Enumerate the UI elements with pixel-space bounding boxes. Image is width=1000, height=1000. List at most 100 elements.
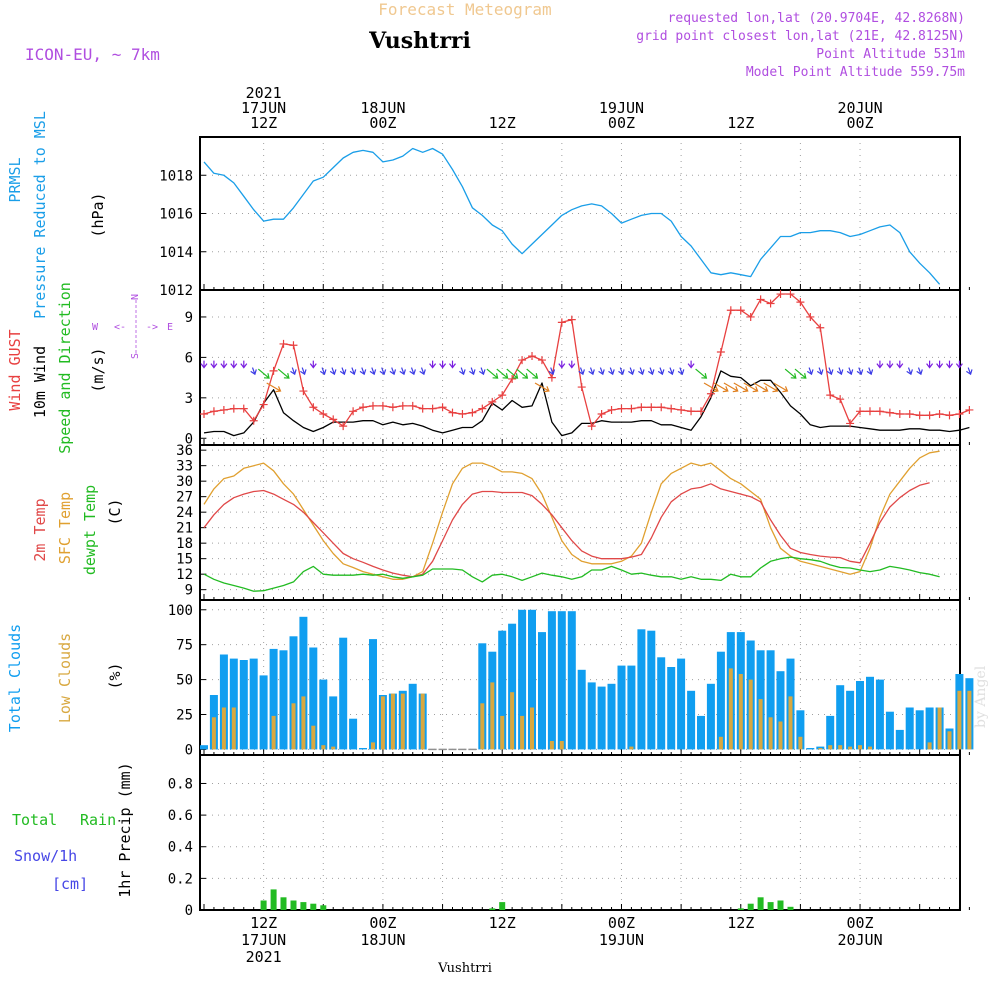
total-cloud-bar [597,686,606,750]
wind-direction-arrow [578,367,585,376]
wind-direction-arrow [926,360,934,369]
wind-direction-arrow [955,360,963,369]
low-cloud-bar [927,742,932,750]
gust-marker [637,403,646,412]
gust-marker [587,422,596,431]
wind-direction-arrow [876,360,884,369]
y-tick-label: 9 [185,583,193,599]
y-tick-label: 27 [176,490,193,506]
total-cloud-bar [856,681,864,750]
wind-direction-arrow [763,382,779,393]
total-cloud-bar [498,630,507,750]
total-cloud-bar [706,683,715,750]
wind-direction-arrow [389,367,397,376]
y-tick-label: 3 [185,391,193,407]
footer-location: Vushtrri [437,961,492,976]
wind-direction-arrow [836,367,844,376]
gust-marker [766,299,775,308]
compass-arrow-e: -> [146,322,158,333]
gust-marker [697,407,705,416]
precip-ylabel: 1hr Precip (mm) [116,762,134,897]
low-cloud-bar [291,703,296,750]
wind-line [203,370,970,437]
total-cloud-bar [518,609,527,750]
bottom-axis-label: 18JUN [360,931,405,949]
total-cloud-bar [229,658,238,750]
wind-direction-arrow [886,360,894,369]
low-cloud-bar [738,674,743,750]
top-axis-label: 00Z [608,114,635,132]
wind-direction-arrow [506,368,519,379]
total-cloud-bar [697,715,705,750]
pressure-panel: 1012 1014 1016 1018 PRMSL Pressure Reduced to… [6,111,970,319]
wind-direction-arrow [638,367,645,376]
bottom-axis-label: 12Z [250,914,277,932]
low-cloud-bar [748,679,753,750]
gust-marker [726,306,735,315]
total-cloud-bar [408,683,417,750]
wind-direction-arrow [946,360,953,369]
total-cloud-bar [538,632,546,750]
wind-direction-arrow [558,360,566,369]
bottom-axis-label: 12Z [727,914,754,932]
total-cloud-bar [239,660,248,750]
total-cloud-bar [567,611,576,750]
wind-direction-arrow [419,367,426,376]
gust-marker [547,373,556,382]
panel-border [199,754,961,911]
y-tick-label: 0 [185,742,193,758]
total-cloud-bar [587,682,596,750]
rain-bar [270,889,277,910]
bottom-axis-label: 19JUN [599,931,644,949]
compass-n: N [130,294,141,300]
total-cloud-bar [617,665,626,750]
total-cloud-bar [866,676,874,750]
total-cloud-bar [647,630,656,750]
wind-direction-arrow [399,367,406,376]
wind-direction-arrow [628,367,635,376]
legend-total: Total [12,811,57,829]
low-cloud-bar [331,746,336,750]
wind-direction-arrow [806,367,814,376]
total-cloud-bar [895,729,904,750]
low-cloud-bar [221,707,226,750]
total-cloud-bar [219,654,228,750]
total-cloud-bar [279,650,288,750]
low-cloud-bar [420,693,425,750]
low-cloud-bar [530,707,534,750]
total-cloud-bar [915,710,924,750]
bottom-axis-label: 00Z [846,914,873,932]
low-cloud-bar [858,745,862,750]
low-cloud-bar [768,717,773,750]
total-cloud-bar [766,650,775,750]
gust-marker [458,410,467,418]
wind-direction-arrow [743,382,759,393]
gust-marker [319,410,328,418]
top-axis-label: 00Z [846,114,873,132]
gust-marker [518,356,527,365]
gust-marker [597,410,606,418]
wind-direction-arrow [695,368,708,379]
low-cloud-bar [549,741,554,750]
legend-2m-temp: 2m Temp [31,498,49,561]
total-cloud-bar [687,690,696,750]
gust-marker [677,405,686,414]
top-axis-label: 12Z [727,114,754,132]
rain-bar [320,905,327,910]
dewpt-temp-line [203,556,940,592]
gust-marker [368,401,377,410]
total-cloud-bar [339,637,348,750]
low-cloud-bar [271,715,276,750]
gust-marker [279,339,288,348]
rain-bar [310,903,317,910]
wind-direction-arrow [568,360,576,369]
requested-coords: requested lon,lat (20.9704E, 42.8268N) [668,11,965,26]
total-cloud-bar [289,636,298,750]
wind-direction-arrow [369,367,377,376]
clouds-ylabel: (%) [106,662,124,689]
rain-bar [757,897,764,910]
watermark: by Angel [973,665,989,728]
wind-direction-arrow [459,367,466,376]
wind-direction-arrow [677,367,685,376]
